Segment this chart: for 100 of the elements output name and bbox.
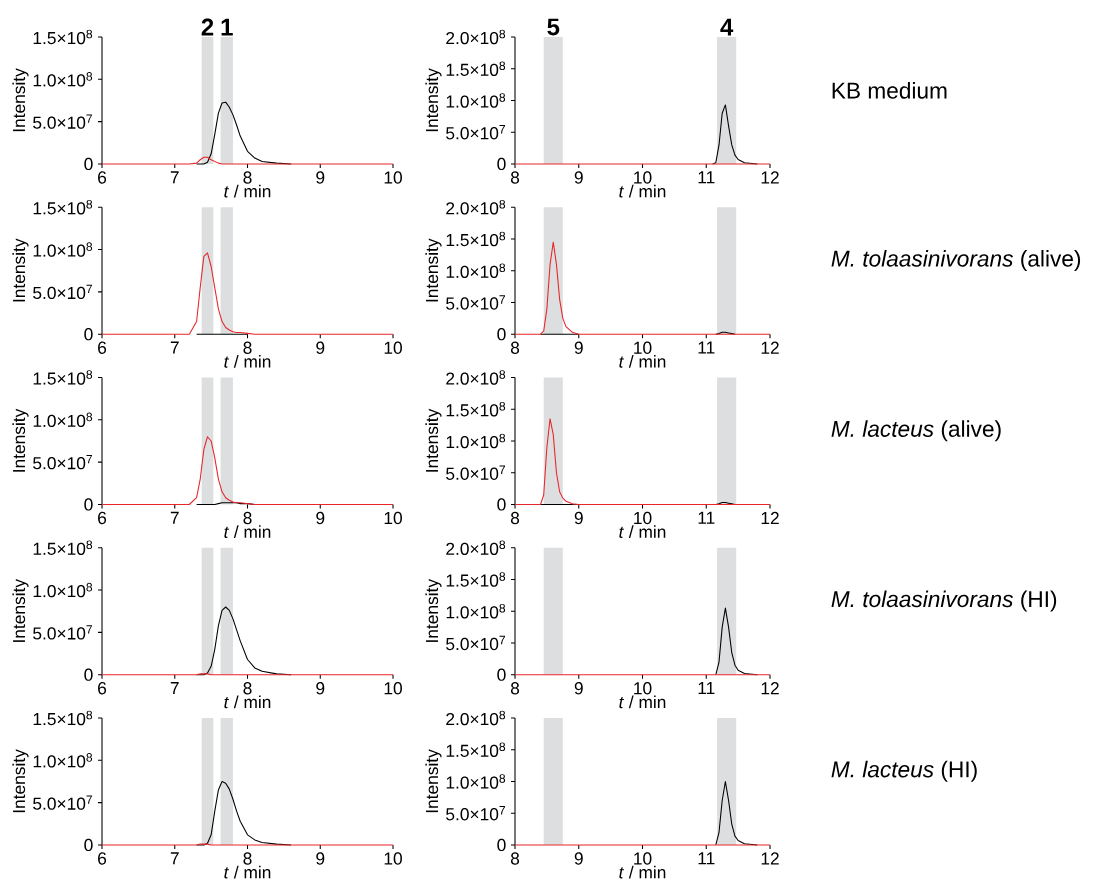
x-tick-label: 9 bbox=[574, 511, 583, 525]
x-axis-title: t / min bbox=[224, 865, 271, 879]
y-tick-label: 1.5×10$^{8}$ bbox=[33, 370, 93, 385]
y-tick-label: 1.5×10$^{8}$ bbox=[33, 200, 93, 215]
x-tick-label: 11 bbox=[698, 682, 715, 695]
y-tick-label: 0 bbox=[84, 328, 93, 341]
x-tick-label: 8 bbox=[510, 341, 520, 354]
band-label: 1 bbox=[221, 18, 233, 36]
text: M. lacteus (alive) bbox=[831, 420, 1001, 442]
y-tick-label: 5.0×10$^{7}$ bbox=[33, 284, 93, 300]
y-tick-label: 1.0×10$^{8}$ bbox=[446, 433, 506, 449]
y-tick-label: 5.0×10$^{7}$ bbox=[33, 455, 93, 470]
x-tick-label: 10 bbox=[384, 852, 402, 865]
x-tick-label: 11 bbox=[698, 852, 715, 865]
y-tick-label: 5.0×10$^{7}$ bbox=[33, 795, 93, 810]
x-tick-label: 11 bbox=[698, 171, 715, 184]
x-tick-label: 9 bbox=[574, 171, 583, 184]
x-tick-label: 8 bbox=[243, 511, 252, 525]
text: M. lacteus (HI) bbox=[831, 760, 977, 782]
y-tick-label: 1.0×10$^{8}$ bbox=[33, 72, 93, 87]
x-tick-label: 10 bbox=[634, 682, 652, 695]
y-axis-title: Intensity bbox=[12, 238, 29, 302]
x-tick-label: 9 bbox=[316, 852, 325, 865]
y-tick-label: 1.0×10$^{8}$ bbox=[446, 604, 506, 619]
x-axis-title: t / min bbox=[619, 184, 666, 198]
y-tick-label: 1.5×10$^{8}$ bbox=[33, 29, 93, 45]
y-tick-label: 0 bbox=[497, 838, 506, 852]
x-tick-label: 11 bbox=[698, 511, 715, 524]
x-tick-label: 8 bbox=[243, 852, 252, 865]
x-tick-label: 12 bbox=[761, 852, 779, 865]
y-tick-label: 1.0×10$^{8}$ bbox=[33, 412, 93, 428]
y-tick-label: 2.0×10$^{8}$ bbox=[446, 200, 506, 215]
x-tick-label: 9 bbox=[316, 511, 325, 525]
x-tick-label: 10 bbox=[634, 171, 652, 184]
y-tick-label: 5.0×10$^{7}$ bbox=[446, 295, 506, 310]
y-tick-label: 1.0×10$^{8}$ bbox=[33, 582, 93, 598]
x-axis-title: t / min bbox=[619, 865, 666, 879]
y-tick-label: 1.5×10$^{8}$ bbox=[33, 540, 93, 555]
band-label: 4 bbox=[720, 18, 734, 36]
x-tick-label: 9 bbox=[316, 682, 325, 695]
y-axis-title: Intensity bbox=[12, 749, 29, 813]
x-tick-label: 12 bbox=[761, 511, 779, 524]
x-tick-label: 12 bbox=[761, 341, 779, 354]
x-tick-label: 7 bbox=[170, 682, 179, 695]
y-tick-label: 0 bbox=[84, 498, 93, 511]
y-axis-title: Intensity bbox=[425, 68, 442, 132]
x-tick-label: 6 bbox=[98, 852, 107, 865]
y-tick-label: 5.0×10$^{7}$ bbox=[446, 465, 506, 480]
y-tick-label: 0 bbox=[84, 157, 93, 171]
y-tick-label: 0 bbox=[497, 157, 506, 171]
x-tick-label: 7 bbox=[170, 171, 179, 184]
x-tick-label: 9 bbox=[316, 341, 325, 354]
band-label: 2 bbox=[201, 18, 214, 36]
y-axis-title: Intensity bbox=[12, 408, 29, 472]
x-tick-label: 7 bbox=[170, 852, 179, 865]
y-tick-label: 0 bbox=[497, 498, 506, 511]
x-tick-label: 7 bbox=[170, 341, 179, 354]
x-axis-title: t / min bbox=[619, 695, 666, 709]
y-tick-label: 1.5×10$^{8}$ bbox=[33, 710, 93, 726]
x-axis-title: t / min bbox=[224, 525, 271, 539]
y-axis-title: Intensity bbox=[425, 578, 442, 642]
x-tick-label: 8 bbox=[510, 171, 520, 184]
y-tick-label: 0 bbox=[84, 838, 93, 852]
y-tick-label: 5.0×10$^{7}$ bbox=[446, 125, 506, 140]
x-tick-label: 8 bbox=[510, 852, 520, 865]
y-axis-title: Intensity bbox=[425, 238, 442, 302]
x-tick-label: 12 bbox=[761, 171, 779, 184]
y-tick-label: 5.0×10$^{7}$ bbox=[33, 114, 93, 129]
y-tick-label: 1.5×10$^{8}$ bbox=[446, 231, 506, 247]
x-tick-label: 8 bbox=[243, 682, 252, 695]
y-tick-label: 1.5×10$^{8}$ bbox=[446, 402, 506, 417]
x-axis-title: t / min bbox=[224, 355, 271, 368]
x-tick-label: 7 bbox=[170, 511, 179, 524]
y-tick-label: 2.0×10$^{8}$ bbox=[446, 540, 506, 555]
y-axis-title: Intensity bbox=[12, 68, 29, 132]
x-tick-label: 12 bbox=[761, 682, 779, 695]
y-tick-label: 1.0×10$^{8}$ bbox=[446, 774, 506, 789]
x-tick-label: 8 bbox=[243, 171, 252, 184]
x-tick-label: 9 bbox=[316, 171, 325, 184]
y-tick-label: 5.0×10$^{7}$ bbox=[33, 625, 93, 640]
x-tick-label: 9 bbox=[574, 852, 583, 865]
x-tick-label: 8 bbox=[510, 682, 520, 695]
y-tick-label: 2.0×10$^{8}$ bbox=[446, 370, 506, 385]
text: KB medium bbox=[832, 82, 947, 99]
x-tick-label: 9 bbox=[574, 341, 583, 354]
y-tick-label: 1.0×10$^{8}$ bbox=[446, 263, 506, 278]
x-tick-label: 6 bbox=[98, 682, 107, 695]
y-axis-title: Intensity bbox=[425, 749, 442, 813]
y-tick-label: 1.5×10$^{8}$ bbox=[446, 742, 506, 757]
x-tick-label: 10 bbox=[634, 852, 652, 865]
x-axis-title: t / min bbox=[224, 695, 271, 709]
y-tick-label: 1.5×10$^{8}$ bbox=[446, 61, 506, 76]
x-tick-label: 6 bbox=[98, 171, 107, 184]
y-axis-title: Intensity bbox=[12, 578, 29, 642]
text: M. tolaasinivorans (HI) bbox=[831, 590, 1057, 612]
x-tick-label: 8 bbox=[243, 341, 252, 354]
x-tick-label: 10 bbox=[384, 682, 402, 695]
x-axis-title: t / min bbox=[619, 525, 666, 539]
y-tick-label: 5.0×10$^{7}$ bbox=[446, 806, 506, 821]
x-axis-title: t / min bbox=[619, 355, 666, 368]
